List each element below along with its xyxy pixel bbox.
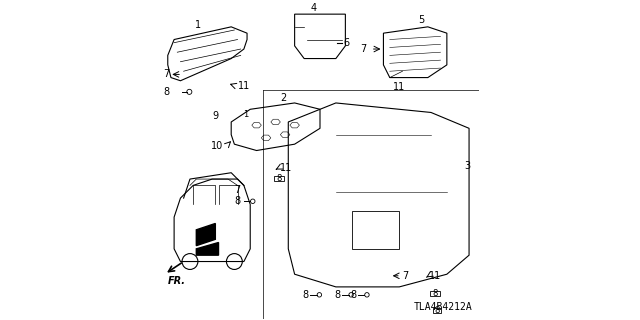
Text: 10: 10 [211, 141, 223, 151]
Text: FR.: FR. [168, 276, 186, 286]
Text: 11: 11 [393, 82, 405, 92]
Polygon shape [196, 243, 218, 255]
Text: 6: 6 [344, 38, 350, 48]
Text: 11: 11 [237, 81, 250, 91]
Text: 8: 8 [335, 290, 340, 300]
Text: 8: 8 [432, 289, 438, 298]
Text: 8: 8 [276, 174, 282, 183]
Text: 8: 8 [234, 196, 241, 206]
Text: 8: 8 [303, 290, 309, 300]
Bar [352, 211, 399, 249]
Text: 7: 7 [403, 271, 409, 281]
Text: 5: 5 [419, 15, 424, 26]
Text: 1: 1 [195, 20, 201, 30]
Text: 8: 8 [350, 290, 356, 300]
Text: TLA4B4212A: TLA4B4212A [413, 302, 472, 312]
Bar [274, 176, 284, 181]
Text: 4: 4 [310, 3, 317, 13]
Text: 9: 9 [212, 111, 218, 121]
Text: 7: 7 [163, 69, 169, 79]
Text: 3: 3 [464, 161, 470, 172]
Text: 7: 7 [360, 44, 366, 54]
Bar [430, 291, 440, 296]
Text: 8: 8 [435, 306, 440, 315]
Bar [433, 308, 442, 313]
Text: 2: 2 [280, 93, 287, 103]
Polygon shape [196, 223, 215, 246]
Text: 1: 1 [243, 109, 248, 118]
Text: 11: 11 [429, 271, 442, 281]
Text: 7: 7 [234, 185, 241, 195]
Text: 8: 8 [163, 87, 169, 97]
Text: 11: 11 [280, 163, 292, 173]
